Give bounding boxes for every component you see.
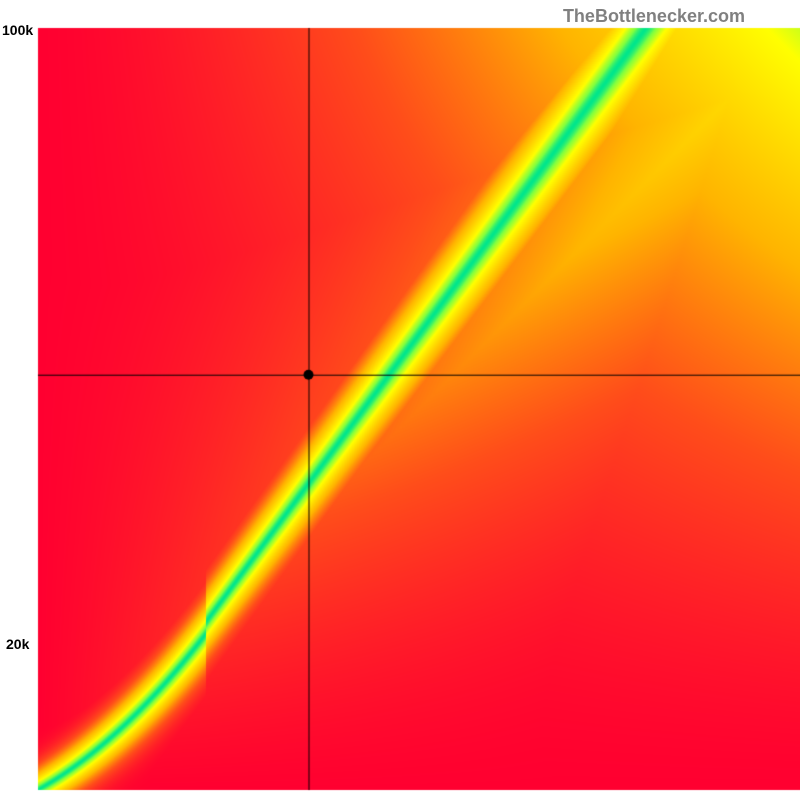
- chart-container: TheBottlenecker.com 100k 20k: [0, 0, 800, 800]
- watermark-text: TheBottlenecker.com: [563, 6, 745, 27]
- y-axis-label-bottom: 20k: [6, 636, 29, 652]
- overlay-canvas: [0, 0, 800, 800]
- y-axis-label-top: 100k: [2, 22, 33, 38]
